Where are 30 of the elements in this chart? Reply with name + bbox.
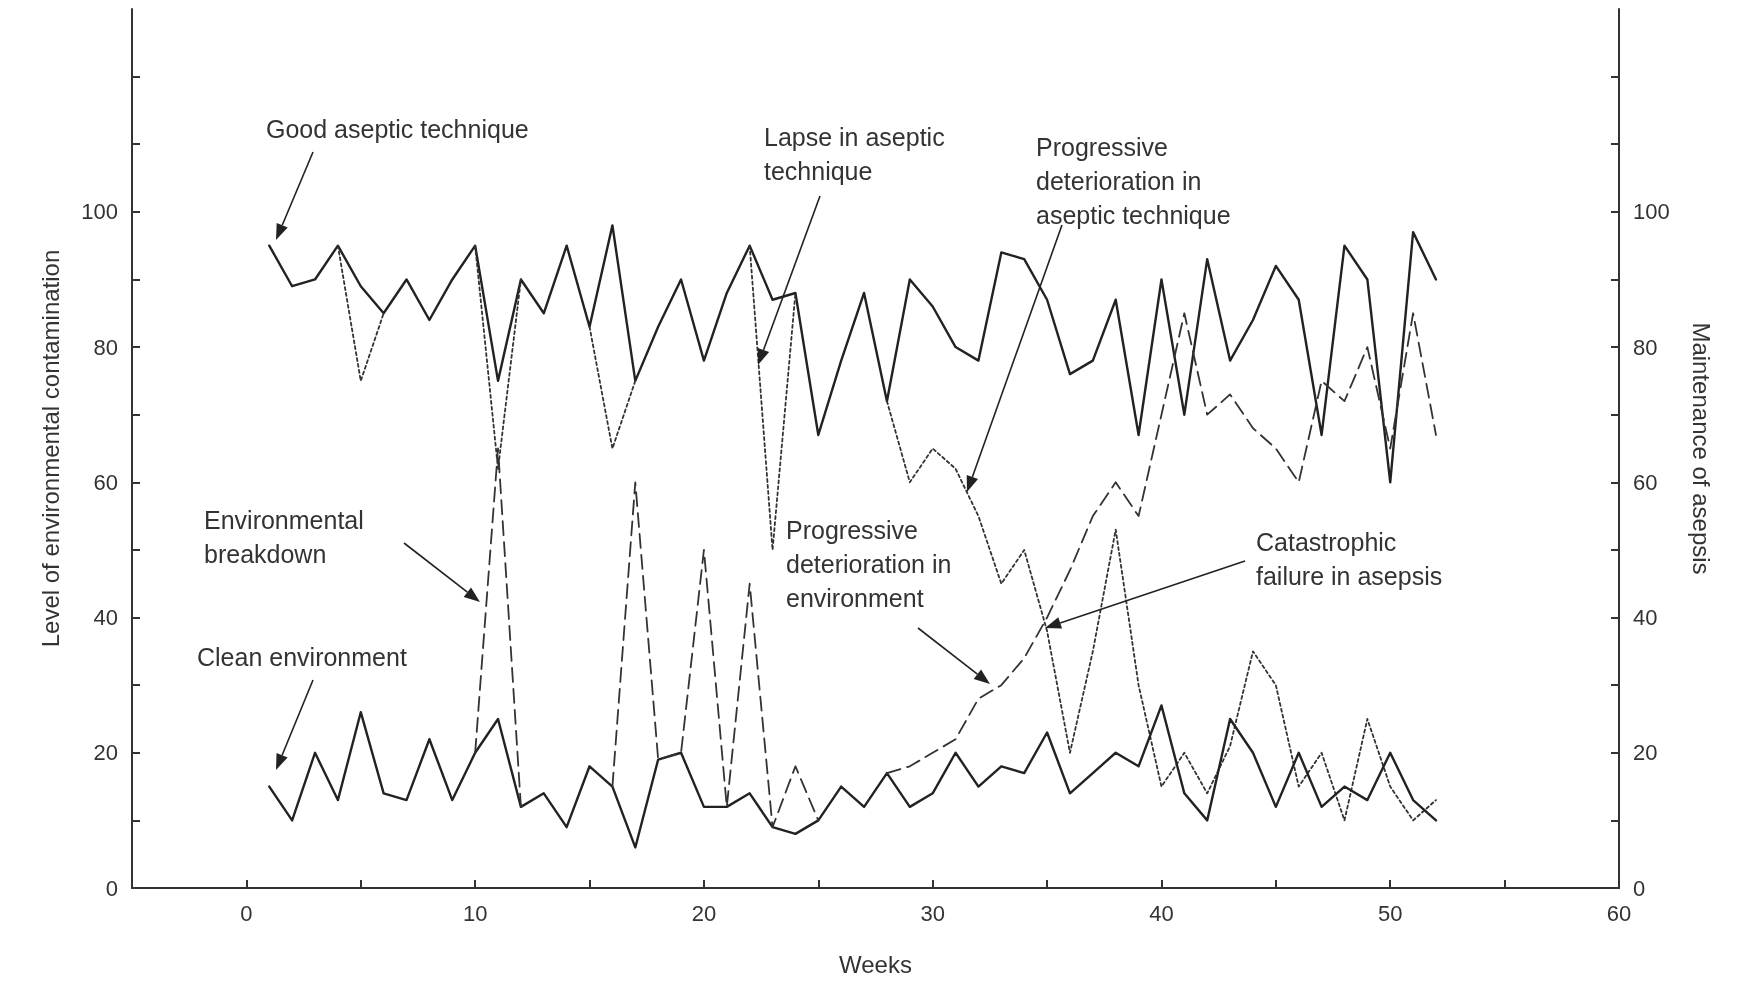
annotation: Lapse in aseptic technique (764, 123, 945, 185)
y2-tick-label: 60 (1633, 469, 1658, 495)
annotation: Progressive deterioration in environment (786, 516, 952, 612)
x-tick-label: 0 (240, 900, 253, 926)
y-axis-title: Level of environmental contamination (36, 249, 64, 648)
annotation: Progressive deterioration in aseptic technique (1036, 133, 1231, 229)
y2-tick-label: 100 (1633, 199, 1670, 225)
annotation: Catastrophic failure in asepsis (1256, 528, 1443, 590)
annotation: Environmental breakdown (204, 506, 364, 568)
y-tick-label: 60 (93, 469, 118, 495)
x-tick-label: 30 (920, 900, 945, 926)
y-tick-label: 100 (81, 199, 118, 225)
y-tick-label: 80 (93, 334, 118, 360)
y-tick-label: 40 (93, 605, 118, 631)
x-tick-label: 50 (1377, 900, 1403, 926)
y-tick-label: 0 (105, 875, 118, 901)
line-series (268, 704, 1438, 849)
y2-tick-label: 40 (1633, 605, 1658, 631)
x-tick-label: 10 (462, 900, 488, 926)
annotation: Clean environment (197, 643, 407, 671)
annotation: Good aseptic technique (266, 115, 529, 143)
y2-tick-label: 80 (1633, 334, 1658, 360)
y2-axis-title: Maintenance of asepsis (1687, 322, 1715, 575)
y2-tick-label: 20 (1633, 740, 1658, 766)
x-tick-label: 40 (1149, 900, 1174, 926)
y-tick-label: 20 (93, 740, 118, 766)
x-tick-label: 60 (1606, 900, 1632, 926)
y2-tick-label: 0 (1633, 875, 1646, 901)
x-tick-label: 20 (691, 900, 717, 926)
x-axis-title: Weeks (839, 950, 912, 978)
